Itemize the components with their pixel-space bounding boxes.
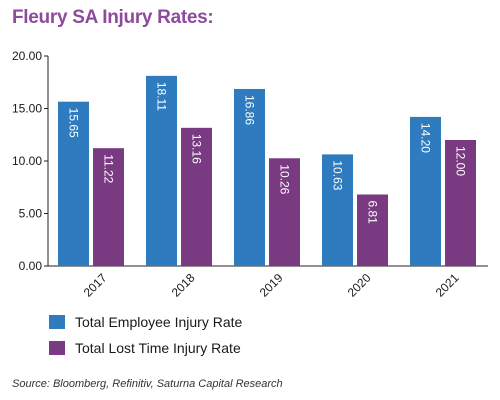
y-tick-label: 0.00 — [19, 259, 43, 273]
x-tick-label: 2020 — [345, 271, 374, 300]
bar-value-label: 11.22 — [102, 154, 116, 183]
bar-2021-series-0 — [410, 116, 441, 267]
bar-2020-series-1 — [357, 194, 388, 266]
bar-value-label: 14.20 — [419, 123, 433, 153]
y-tick-label: 20.00 — [12, 49, 42, 63]
legend-label-lost-time: Total Lost Time Injury Rate — [75, 340, 241, 356]
y-tick-label: 15.00 — [12, 102, 42, 116]
bar-value-label: 16.86 — [243, 95, 257, 125]
y-tick-label: 10.00 — [12, 154, 42, 168]
legend-item-lost-time: Total Lost Time Injury Rate — [49, 337, 242, 359]
bar-value-label: 10.63 — [331, 160, 345, 190]
legend-swatch-lost-time — [49, 341, 65, 355]
bar-2020-series-0 — [322, 154, 353, 266]
legend-item-employee: Total Employee Injury Rate — [49, 311, 242, 333]
bar-value-label: 18.11 — [155, 82, 169, 111]
bar-value-label: 13.16 — [190, 134, 204, 164]
y-tick-label: 5.00 — [19, 207, 43, 221]
legend-label-employee: Total Employee Injury Rate — [75, 314, 243, 330]
source-note: Source: Bloomberg, Refinitiv, Saturna Ca… — [12, 378, 283, 390]
bar-value-label: 10.26 — [278, 164, 292, 194]
legend: Total Employee Injury Rate Total Lost Ti… — [49, 311, 242, 363]
x-tick-label: 2021 — [433, 271, 462, 300]
bar-value-label: 12.00 — [454, 146, 468, 176]
chart-title: Fleury SA Injury Rates: — [12, 7, 214, 28]
x-tick-label: 2018 — [169, 271, 198, 300]
bar-2017-series-0 — [58, 101, 89, 266]
bar-value-label: 15.65 — [67, 108, 81, 138]
bar-2018-series-1 — [181, 127, 212, 266]
x-tick-label: 2019 — [257, 271, 286, 300]
bar-2017-series-1 — [93, 148, 124, 266]
x-tick-label: 2017 — [81, 271, 110, 300]
bar-2019-series-1 — [269, 158, 300, 266]
bar-chart: 0.00 5.00 10.00 15.00 20.00 15.65 11.22 2017 18.… — [12, 49, 488, 300]
bar-2021-series-1 — [445, 140, 476, 266]
legend-swatch-employee — [49, 315, 65, 329]
bar-2019-series-0 — [234, 88, 265, 266]
bar-2018-series-0 — [146, 75, 177, 266]
bar-value-label: 6.81 — [366, 200, 380, 224]
